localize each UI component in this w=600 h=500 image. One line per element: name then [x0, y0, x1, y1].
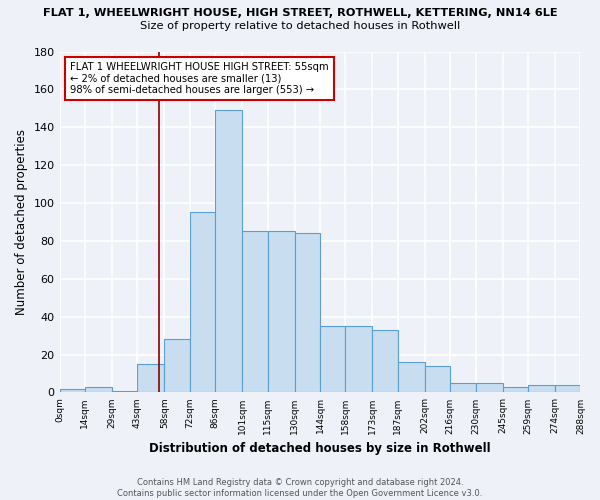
- Bar: [59, 388, 85, 392]
- Text: Size of property relative to detached houses in Rothwell: Size of property relative to detached ho…: [140, 21, 460, 31]
- Bar: [373, 330, 398, 392]
- Bar: [425, 366, 450, 392]
- Text: Contains HM Land Registry data © Crown copyright and database right 2024.
Contai: Contains HM Land Registry data © Crown c…: [118, 478, 482, 498]
- X-axis label: Distribution of detached houses by size in Rothwell: Distribution of detached houses by size …: [149, 442, 491, 455]
- Bar: [555, 385, 580, 392]
- Bar: [528, 385, 555, 392]
- Bar: [346, 326, 373, 392]
- Y-axis label: Number of detached properties: Number of detached properties: [15, 129, 28, 315]
- Bar: [476, 383, 503, 392]
- Bar: [295, 234, 320, 392]
- Bar: [320, 326, 346, 392]
- Bar: [450, 383, 476, 392]
- Bar: [137, 364, 164, 392]
- Bar: [112, 390, 137, 392]
- Bar: [398, 362, 425, 392]
- Bar: [215, 110, 242, 393]
- Bar: [268, 232, 295, 392]
- Text: FLAT 1, WHEELWRIGHT HOUSE, HIGH STREET, ROTHWELL, KETTERING, NN14 6LE: FLAT 1, WHEELWRIGHT HOUSE, HIGH STREET, …: [43, 8, 557, 18]
- Bar: [242, 232, 268, 392]
- Bar: [190, 212, 215, 392]
- Bar: [503, 386, 528, 392]
- Bar: [85, 386, 112, 392]
- Text: FLAT 1 WHEELWRIGHT HOUSE HIGH STREET: 55sqm
← 2% of detached houses are smaller : FLAT 1 WHEELWRIGHT HOUSE HIGH STREET: 55…: [70, 62, 329, 95]
- Bar: [164, 340, 190, 392]
